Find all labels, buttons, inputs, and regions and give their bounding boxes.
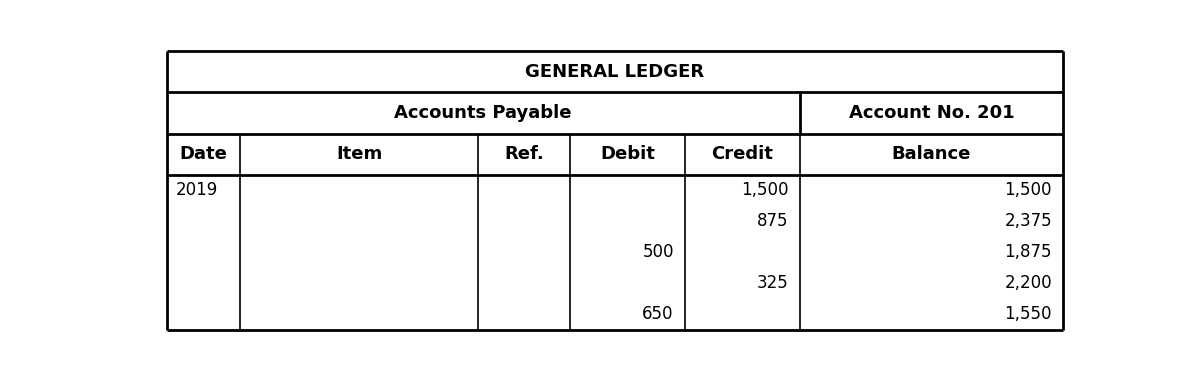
Text: 1,875: 1,875 — [1004, 243, 1052, 261]
Text: Ref.: Ref. — [504, 145, 544, 163]
Text: 325: 325 — [757, 274, 788, 292]
Text: 2,200: 2,200 — [1004, 274, 1052, 292]
Text: GENERAL LEDGER: GENERAL LEDGER — [526, 63, 704, 81]
Text: Account No. 201: Account No. 201 — [848, 104, 1014, 122]
Text: 875: 875 — [757, 212, 788, 230]
Text: Credit: Credit — [712, 145, 773, 163]
Text: 1,500: 1,500 — [1004, 181, 1052, 199]
Text: 1,550: 1,550 — [1004, 305, 1052, 323]
Text: 500: 500 — [642, 243, 673, 261]
Text: 2,375: 2,375 — [1004, 212, 1052, 230]
Text: Balance: Balance — [892, 145, 971, 163]
Text: 2019: 2019 — [176, 181, 218, 199]
Text: 1,500: 1,500 — [742, 181, 788, 199]
Text: 650: 650 — [642, 305, 673, 323]
Text: Debit: Debit — [600, 145, 655, 163]
Text: Date: Date — [180, 145, 228, 163]
Text: Accounts Payable: Accounts Payable — [395, 104, 572, 122]
Text: Item: Item — [336, 145, 382, 163]
